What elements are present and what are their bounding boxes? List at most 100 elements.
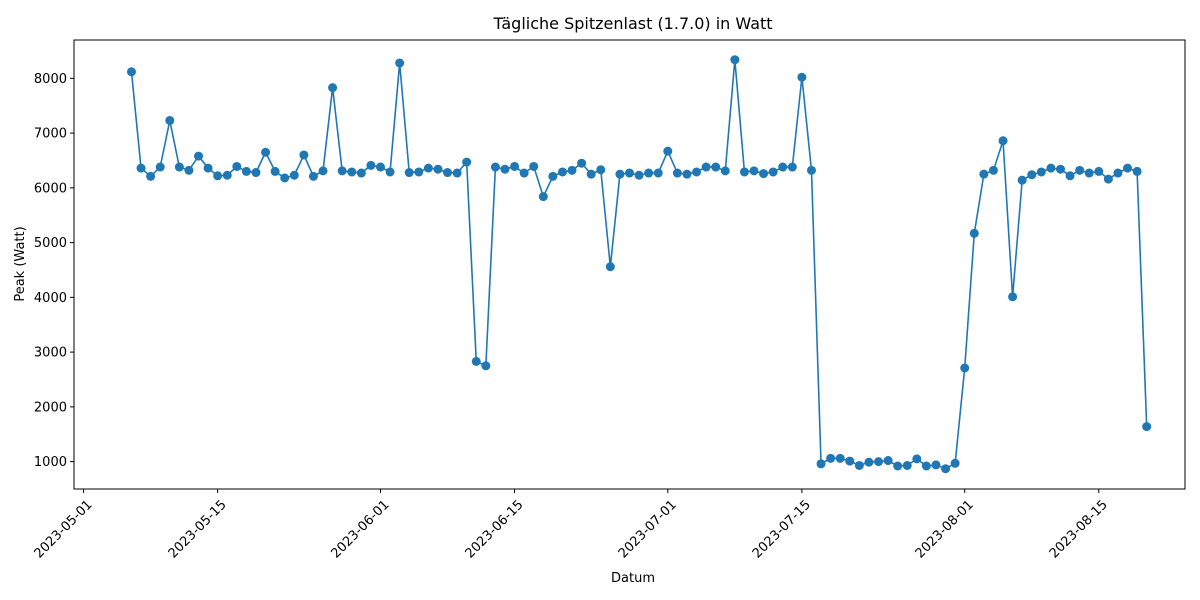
data-point xyxy=(529,161,539,171)
data-point xyxy=(423,163,433,173)
data-point xyxy=(682,169,692,179)
data-point xyxy=(146,171,156,181)
y-axis: 1000 2000 3000 4000 5000 6000 7000 8000 xyxy=(34,72,74,470)
data-point xyxy=(826,453,836,463)
x-tick-label: 2023-05-15 xyxy=(166,497,230,561)
y-tick-label: 1000 xyxy=(34,455,67,470)
y-tick-label: 5000 xyxy=(34,236,67,251)
data-point xyxy=(921,461,931,471)
data-point xyxy=(251,168,261,178)
x-tick-label: 2023-07-15 xyxy=(750,497,814,561)
data-point xyxy=(845,456,855,466)
data-point xyxy=(979,169,989,179)
data-point xyxy=(308,171,318,181)
data-point xyxy=(395,58,405,68)
data-point xyxy=(136,163,146,173)
x-tick-label: 2023-06-15 xyxy=(463,497,527,561)
data-point xyxy=(663,146,673,156)
data-point xyxy=(1142,422,1152,432)
data-point xyxy=(988,165,998,175)
data-point xyxy=(893,461,903,471)
data-point xyxy=(500,164,510,174)
data-point xyxy=(557,167,567,177)
data-point xyxy=(443,168,453,178)
data-point xyxy=(155,162,165,172)
data-point xyxy=(787,162,797,172)
x-axis: 2023-05-01 2023-05-15 2023-06-01 2023-06-15… xyxy=(32,489,1111,561)
data-point xyxy=(806,165,816,175)
data-point xyxy=(605,262,615,272)
data-point xyxy=(433,164,443,174)
data-point xyxy=(174,162,184,172)
data-point xyxy=(1036,167,1046,177)
data-point xyxy=(720,166,730,176)
data-point xyxy=(960,363,970,373)
data-point xyxy=(950,458,960,468)
data-point xyxy=(768,167,778,177)
x-tick-label: 2023-08-01 xyxy=(913,497,977,561)
data-point xyxy=(510,161,520,171)
data-point xyxy=(854,460,864,470)
data-point xyxy=(567,165,577,175)
data-point xyxy=(998,136,1008,146)
data-point xyxy=(261,147,271,157)
data-point xyxy=(701,162,711,172)
data-point xyxy=(864,457,874,467)
data-point xyxy=(1065,171,1075,181)
y-tick-label: 4000 xyxy=(34,291,67,306)
data-point xyxy=(1008,292,1018,302)
data-point xyxy=(328,83,338,93)
data-point xyxy=(1055,164,1065,174)
data-point xyxy=(270,166,280,176)
data-point xyxy=(194,151,204,161)
data-point xyxy=(548,171,558,181)
data-point xyxy=(356,168,366,178)
data-point xyxy=(778,162,788,172)
data-point xyxy=(1094,166,1104,176)
data-point xyxy=(902,460,912,470)
data-point xyxy=(490,162,500,172)
data-point xyxy=(347,167,357,177)
y-tick-label: 7000 xyxy=(34,127,67,142)
x-tick-label: 2023-06-01 xyxy=(328,497,392,561)
data-point xyxy=(835,453,845,463)
data-point xyxy=(672,168,682,178)
data-point xyxy=(596,165,606,175)
y-tick-label: 8000 xyxy=(34,72,67,87)
data-point xyxy=(414,167,424,177)
data-point xyxy=(931,460,941,470)
series-markers xyxy=(126,55,1152,474)
data-point xyxy=(375,162,385,172)
data-point xyxy=(404,168,414,178)
data-point xyxy=(318,166,328,176)
data-point xyxy=(653,168,663,178)
data-point xyxy=(232,161,242,171)
data-point xyxy=(385,167,395,177)
data-point xyxy=(213,171,223,181)
data-point xyxy=(126,67,136,77)
data-point xyxy=(874,457,884,467)
data-point xyxy=(289,170,299,180)
data-point xyxy=(1075,165,1085,175)
data-point xyxy=(1017,175,1027,185)
data-point xyxy=(625,168,634,178)
data-point xyxy=(184,165,194,175)
data-point xyxy=(1132,166,1142,176)
data-point xyxy=(969,228,979,238)
data-point xyxy=(203,163,213,173)
data-point xyxy=(471,356,481,366)
data-point xyxy=(1103,174,1113,184)
data-point xyxy=(912,454,922,464)
data-point xyxy=(280,173,290,183)
y-tick-label: 2000 xyxy=(34,400,67,415)
data-point xyxy=(759,169,769,179)
data-point xyxy=(797,72,807,82)
y-tick-label: 3000 xyxy=(34,346,67,361)
data-point xyxy=(222,170,232,180)
data-point xyxy=(1046,163,1056,173)
x-tick-label: 2023-05-01 xyxy=(32,497,96,561)
data-point xyxy=(481,361,491,371)
data-point xyxy=(730,55,740,65)
data-point xyxy=(941,464,951,474)
data-point xyxy=(749,166,759,176)
